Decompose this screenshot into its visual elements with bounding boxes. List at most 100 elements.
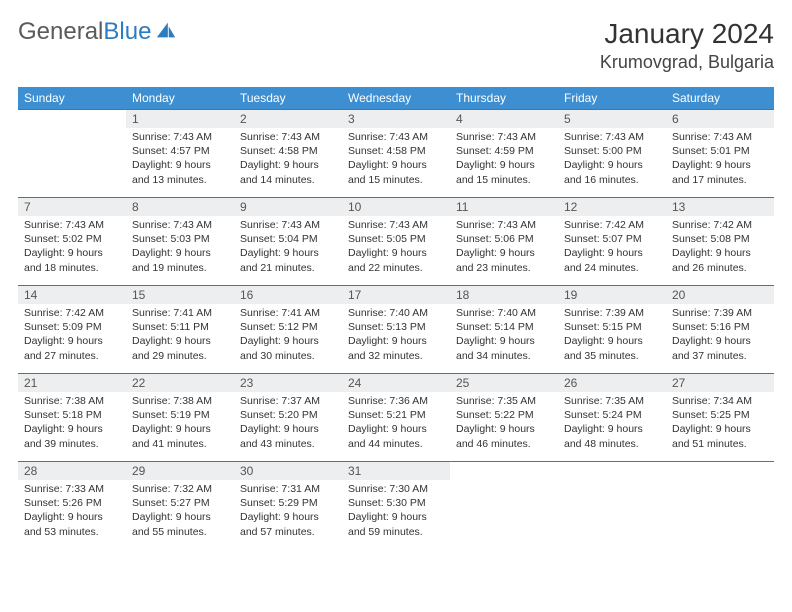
calendar-row: 14Sunrise: 7:42 AMSunset: 5:09 PMDayligh… [18, 286, 774, 374]
day-number: 7 [18, 198, 126, 216]
day-number: 15 [126, 286, 234, 304]
day-details: Sunrise: 7:43 AMSunset: 5:04 PMDaylight:… [234, 216, 342, 279]
day-details: Sunrise: 7:43 AMSunset: 5:01 PMDaylight:… [666, 128, 774, 191]
day-details: Sunrise: 7:38 AMSunset: 5:19 PMDaylight:… [126, 392, 234, 455]
day-details: Sunrise: 7:43 AMSunset: 5:02 PMDaylight:… [18, 216, 126, 279]
day-details: Sunrise: 7:43 AMSunset: 5:00 PMDaylight:… [558, 128, 666, 191]
day-header: Monday [126, 87, 234, 110]
day-number: 14 [18, 286, 126, 304]
calendar-cell: 10Sunrise: 7:43 AMSunset: 5:05 PMDayligh… [342, 198, 450, 286]
day-details: Sunrise: 7:41 AMSunset: 5:12 PMDaylight:… [234, 304, 342, 367]
logo-sail-icon [155, 20, 177, 40]
day-number: 20 [666, 286, 774, 304]
calendar-table: Sunday Monday Tuesday Wednesday Thursday… [18, 87, 774, 550]
calendar-cell: 4Sunrise: 7:43 AMSunset: 4:59 PMDaylight… [450, 110, 558, 198]
day-details: Sunrise: 7:40 AMSunset: 5:13 PMDaylight:… [342, 304, 450, 367]
calendar-cell: 31Sunrise: 7:30 AMSunset: 5:30 PMDayligh… [342, 462, 450, 550]
calendar-cell: 20Sunrise: 7:39 AMSunset: 5:16 PMDayligh… [666, 286, 774, 374]
day-details: Sunrise: 7:43 AMSunset: 5:05 PMDaylight:… [342, 216, 450, 279]
day-number: 6 [666, 110, 774, 128]
day-number: 22 [126, 374, 234, 392]
day-number: 4 [450, 110, 558, 128]
location: Krumovgrad, Bulgaria [600, 52, 774, 73]
title-block: January 2024 Krumovgrad, Bulgaria [600, 18, 774, 73]
calendar-cell: 18Sunrise: 7:40 AMSunset: 5:14 PMDayligh… [450, 286, 558, 374]
calendar-cell: 11Sunrise: 7:43 AMSunset: 5:06 PMDayligh… [450, 198, 558, 286]
calendar-cell: 24Sunrise: 7:36 AMSunset: 5:21 PMDayligh… [342, 374, 450, 462]
day-header: Thursday [450, 87, 558, 110]
calendar-row: 7Sunrise: 7:43 AMSunset: 5:02 PMDaylight… [18, 198, 774, 286]
calendar-cell: 29Sunrise: 7:32 AMSunset: 5:27 PMDayligh… [126, 462, 234, 550]
calendar-cell: 6Sunrise: 7:43 AMSunset: 5:01 PMDaylight… [666, 110, 774, 198]
calendar-cell: 17Sunrise: 7:40 AMSunset: 5:13 PMDayligh… [342, 286, 450, 374]
calendar-row: 1Sunrise: 7:43 AMSunset: 4:57 PMDaylight… [18, 110, 774, 198]
day-number: 30 [234, 462, 342, 480]
calendar-cell: 7Sunrise: 7:43 AMSunset: 5:02 PMDaylight… [18, 198, 126, 286]
calendar-cell: 5Sunrise: 7:43 AMSunset: 5:00 PMDaylight… [558, 110, 666, 198]
day-number: 25 [450, 374, 558, 392]
day-details: Sunrise: 7:43 AMSunset: 5:06 PMDaylight:… [450, 216, 558, 279]
day-details: Sunrise: 7:40 AMSunset: 5:14 PMDaylight:… [450, 304, 558, 367]
calendar-cell: 28Sunrise: 7:33 AMSunset: 5:26 PMDayligh… [18, 462, 126, 550]
day-number: 2 [234, 110, 342, 128]
calendar-cell: 8Sunrise: 7:43 AMSunset: 5:03 PMDaylight… [126, 198, 234, 286]
day-details: Sunrise: 7:33 AMSunset: 5:26 PMDaylight:… [18, 480, 126, 543]
day-details: Sunrise: 7:30 AMSunset: 5:30 PMDaylight:… [342, 480, 450, 543]
day-number: 16 [234, 286, 342, 304]
logo-word1: General [18, 18, 103, 45]
day-number: 10 [342, 198, 450, 216]
day-details: Sunrise: 7:38 AMSunset: 5:18 PMDaylight:… [18, 392, 126, 455]
day-number: 5 [558, 110, 666, 128]
day-details: Sunrise: 7:39 AMSunset: 5:16 PMDaylight:… [666, 304, 774, 367]
day-number: 21 [18, 374, 126, 392]
calendar-cell: 25Sunrise: 7:35 AMSunset: 5:22 PMDayligh… [450, 374, 558, 462]
calendar-cell [450, 462, 558, 550]
day-number: 8 [126, 198, 234, 216]
day-details: Sunrise: 7:43 AMSunset: 5:03 PMDaylight:… [126, 216, 234, 279]
calendar-row: 28Sunrise: 7:33 AMSunset: 5:26 PMDayligh… [18, 462, 774, 550]
calendar-cell: 14Sunrise: 7:42 AMSunset: 5:09 PMDayligh… [18, 286, 126, 374]
day-number: 12 [558, 198, 666, 216]
day-details: Sunrise: 7:43 AMSunset: 4:57 PMDaylight:… [126, 128, 234, 191]
calendar-cell: 27Sunrise: 7:34 AMSunset: 5:25 PMDayligh… [666, 374, 774, 462]
calendar-cell: 9Sunrise: 7:43 AMSunset: 5:04 PMDaylight… [234, 198, 342, 286]
month-title: January 2024 [600, 18, 774, 50]
day-details: Sunrise: 7:42 AMSunset: 5:08 PMDaylight:… [666, 216, 774, 279]
day-number: 31 [342, 462, 450, 480]
day-number: 19 [558, 286, 666, 304]
day-details: Sunrise: 7:36 AMSunset: 5:21 PMDaylight:… [342, 392, 450, 455]
day-header-row: Sunday Monday Tuesday Wednesday Thursday… [18, 87, 774, 110]
logo-word2: Blue [103, 18, 151, 45]
day-details: Sunrise: 7:42 AMSunset: 5:09 PMDaylight:… [18, 304, 126, 367]
day-header: Wednesday [342, 87, 450, 110]
day-details: Sunrise: 7:39 AMSunset: 5:15 PMDaylight:… [558, 304, 666, 367]
calendar-cell [666, 462, 774, 550]
day-number: 11 [450, 198, 558, 216]
day-details: Sunrise: 7:31 AMSunset: 5:29 PMDaylight:… [234, 480, 342, 543]
day-number: 3 [342, 110, 450, 128]
calendar-cell: 22Sunrise: 7:38 AMSunset: 5:19 PMDayligh… [126, 374, 234, 462]
calendar-cell: 19Sunrise: 7:39 AMSunset: 5:15 PMDayligh… [558, 286, 666, 374]
header: GeneralBlue January 2024 Krumovgrad, Bul… [18, 18, 774, 73]
day-number: 28 [18, 462, 126, 480]
calendar-body: 1Sunrise: 7:43 AMSunset: 4:57 PMDaylight… [18, 110, 774, 550]
logo: GeneralBlue [18, 18, 177, 46]
day-number: 9 [234, 198, 342, 216]
day-details: Sunrise: 7:42 AMSunset: 5:07 PMDaylight:… [558, 216, 666, 279]
day-details: Sunrise: 7:35 AMSunset: 5:24 PMDaylight:… [558, 392, 666, 455]
day-details: Sunrise: 7:43 AMSunset: 4:58 PMDaylight:… [234, 128, 342, 191]
day-details: Sunrise: 7:43 AMSunset: 4:59 PMDaylight:… [450, 128, 558, 191]
day-details: Sunrise: 7:37 AMSunset: 5:20 PMDaylight:… [234, 392, 342, 455]
calendar-cell: 12Sunrise: 7:42 AMSunset: 5:07 PMDayligh… [558, 198, 666, 286]
calendar-cell: 13Sunrise: 7:42 AMSunset: 5:08 PMDayligh… [666, 198, 774, 286]
day-header: Tuesday [234, 87, 342, 110]
logo-text: GeneralBlue [18, 18, 151, 46]
calendar-cell: 1Sunrise: 7:43 AMSunset: 4:57 PMDaylight… [126, 110, 234, 198]
day-number: 1 [126, 110, 234, 128]
day-details: Sunrise: 7:43 AMSunset: 4:58 PMDaylight:… [342, 128, 450, 191]
calendar-row: 21Sunrise: 7:38 AMSunset: 5:18 PMDayligh… [18, 374, 774, 462]
day-number: 17 [342, 286, 450, 304]
day-details: Sunrise: 7:41 AMSunset: 5:11 PMDaylight:… [126, 304, 234, 367]
calendar-cell: 15Sunrise: 7:41 AMSunset: 5:11 PMDayligh… [126, 286, 234, 374]
calendar-cell [558, 462, 666, 550]
